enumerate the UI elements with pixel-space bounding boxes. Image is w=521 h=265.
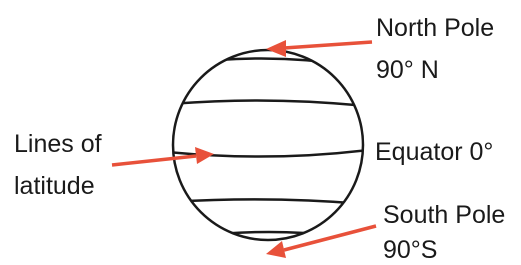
south-pole-label: South Pole <box>383 201 505 229</box>
north-pole-latitude: 90° N <box>376 56 439 84</box>
equator-label: Equator 0° <box>375 138 493 166</box>
latitude-arrow <box>112 147 214 165</box>
page: {"north_pole": {"name": "North Pole", "l… <box>0 0 521 265</box>
south-pole-latitude: 90°S <box>383 236 437 264</box>
diagram: North Pole 90° N Lines of latitude Equat… <box>0 0 521 265</box>
globe <box>173 50 363 240</box>
north-pole-label: North Pole <box>376 14 494 42</box>
lines-of-latitude-label: Lines of <box>14 130 102 158</box>
lines-of-latitude-label: latitude <box>14 172 95 200</box>
north-arrow <box>266 40 372 57</box>
